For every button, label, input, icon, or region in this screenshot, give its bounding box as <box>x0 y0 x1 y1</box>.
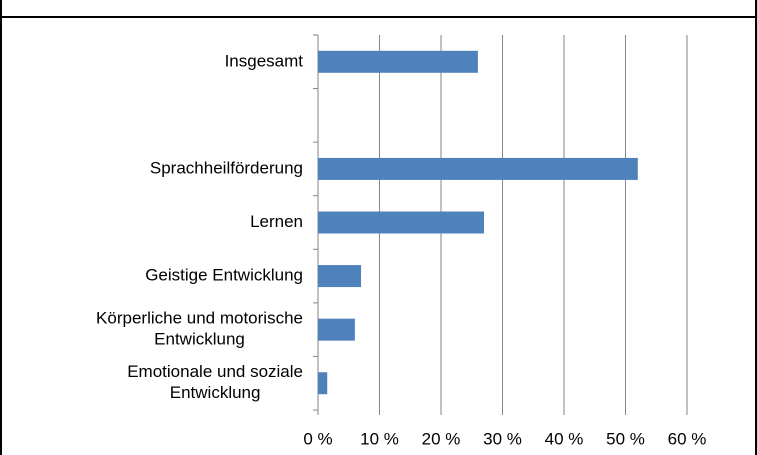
bar <box>318 265 362 288</box>
y-tick-label: Sprachheilförderung <box>150 158 303 177</box>
x-tick-label: 0 % <box>303 429 332 448</box>
bar <box>318 50 478 73</box>
y-tick-label: Körperliche und motorische <box>96 309 303 328</box>
y-tick-label: Insgesamt <box>225 51 304 70</box>
y-tick-label: Entwicklung <box>170 383 261 402</box>
bar <box>318 157 638 180</box>
bar <box>318 211 485 234</box>
y-tick-label: Emotionale und soziale <box>127 362 303 381</box>
bar <box>318 372 328 395</box>
x-tick-label: 50 % <box>606 429 645 448</box>
y-tick-label: Geistige Entwicklung <box>145 266 303 285</box>
x-tick-label: 20 % <box>422 429 461 448</box>
y-tick-label: Lernen <box>250 212 303 231</box>
x-tick-label: 60 % <box>668 429 707 448</box>
y-tick-label: Entwicklung <box>154 330 245 349</box>
x-tick-label: 10 % <box>360 429 399 448</box>
x-tick-label: 30 % <box>483 429 522 448</box>
x-tick-label: 40 % <box>545 429 584 448</box>
bar <box>318 318 355 341</box>
